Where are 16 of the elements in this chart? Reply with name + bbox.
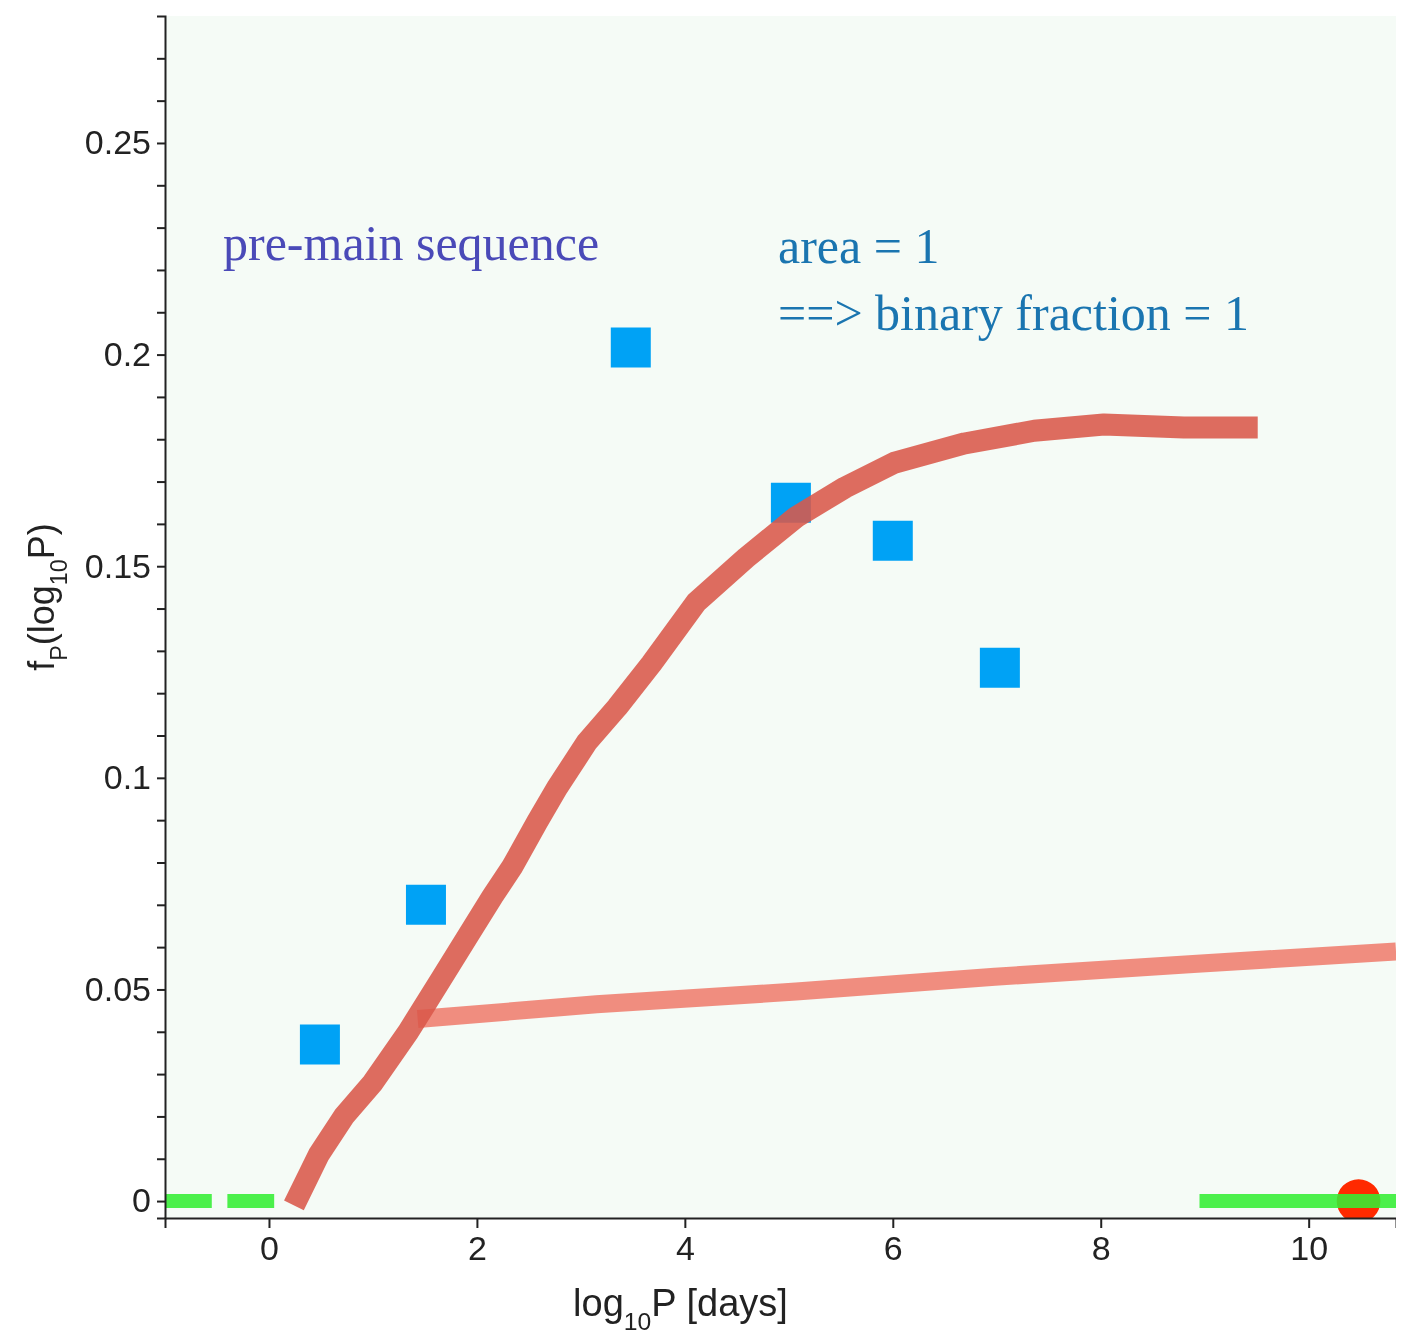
y-tick-label: 0.1 (103, 758, 151, 797)
y-tick-label: 0.25 (84, 123, 151, 162)
x-tick-label: 10 (1290, 1229, 1329, 1268)
y-tick-label: 0.05 (84, 969, 151, 1008)
y-tick-label: 0 (132, 1181, 151, 1220)
x-tick-label: 6 (883, 1229, 903, 1268)
x-tick-label: 0 (260, 1229, 279, 1268)
y-tick-label: 0.15 (84, 546, 151, 585)
x-tick-label: 8 (1091, 1229, 1111, 1268)
x-axis-title: log$_{10}$P [days] (573, 1282, 788, 1335)
annotation: pre-main sequence (223, 215, 600, 271)
x-tick-label: 4 (675, 1229, 695, 1268)
annotation: ==> binary fraction = 1 (778, 285, 1249, 341)
annotation: area = 1 (778, 218, 940, 274)
x-tick-label: 2 (467, 1229, 487, 1268)
y-tick-label: 0.2 (103, 334, 151, 373)
